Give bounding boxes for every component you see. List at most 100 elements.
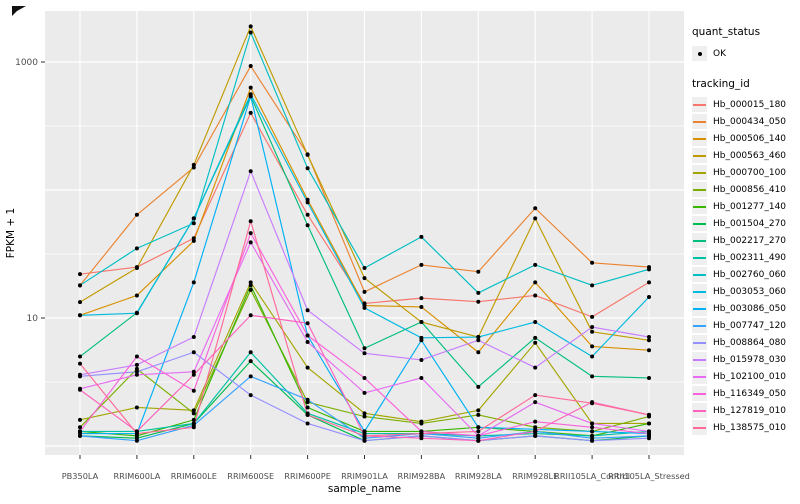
data-point[interactable] — [248, 110, 253, 115]
data-point[interactable] — [191, 425, 196, 430]
data-point[interactable] — [647, 348, 651, 353]
data-point[interactable] — [419, 234, 424, 239]
data-point[interactable] — [248, 169, 253, 174]
data-point[interactable] — [419, 338, 424, 343]
data-point[interactable] — [590, 429, 595, 434]
data-point[interactable] — [419, 296, 424, 301]
legend-item-Hb_001504_270[interactable]: Hb_001504_270 — [692, 215, 798, 232]
data-point[interactable] — [647, 335, 651, 340]
data-point[interactable] — [248, 64, 253, 69]
data-point[interactable] — [191, 216, 196, 221]
data-point[interactable] — [476, 433, 481, 438]
data-point[interactable] — [248, 85, 253, 90]
data-point[interactable] — [419, 357, 424, 362]
data-point[interactable] — [533, 206, 538, 211]
data-point[interactable] — [590, 421, 595, 426]
data-point[interactable] — [248, 287, 253, 292]
data-point[interactable] — [533, 393, 538, 398]
data-point[interactable] — [78, 313, 82, 318]
data-point[interactable] — [533, 429, 538, 434]
data-point[interactable] — [191, 162, 196, 167]
data-point[interactable] — [248, 374, 253, 379]
data-point[interactable] — [362, 289, 367, 294]
data-point[interactable] — [533, 293, 538, 298]
legend-item-Hb_127819_010[interactable]: Hb_127819_010 — [692, 402, 798, 419]
data-point[interactable] — [476, 412, 481, 417]
data-point[interactable] — [134, 372, 139, 377]
data-point[interactable] — [134, 405, 139, 410]
legend-item-Hb_138575_010[interactable]: Hb_138575_010 — [692, 419, 798, 436]
data-point[interactable] — [362, 346, 367, 351]
data-point[interactable] — [191, 408, 196, 413]
data-point[interactable] — [78, 354, 82, 359]
data-point[interactable] — [248, 94, 253, 99]
data-point[interactable] — [134, 311, 139, 316]
data-point[interactable] — [590, 325, 595, 330]
data-point[interactable] — [476, 408, 481, 413]
legend-item-Hb_002760_060[interactable]: Hb_002760_060 — [692, 266, 798, 283]
data-point[interactable] — [305, 339, 310, 344]
data-point[interactable] — [248, 283, 253, 288]
data-point[interactable] — [647, 412, 651, 417]
data-point[interactable] — [305, 412, 310, 417]
legend-item-Hb_002311_490[interactable]: Hb_002311_490 — [692, 249, 798, 266]
data-point[interactable] — [248, 30, 253, 35]
legend-item-Hb_000506_140[interactable]: Hb_000506_140 — [692, 130, 798, 147]
data-point[interactable] — [647, 436, 651, 441]
legend-item-Hb_000563_460[interactable]: Hb_000563_460 — [692, 147, 798, 164]
data-point[interactable] — [419, 421, 424, 426]
data-point[interactable] — [533, 400, 538, 405]
data-point[interactable] — [590, 314, 595, 319]
data-point[interactable] — [248, 393, 253, 398]
data-point[interactable] — [305, 333, 310, 338]
data-point[interactable] — [476, 350, 481, 355]
data-point[interactable] — [533, 335, 538, 340]
legend-item-Hb_003053_060[interactable]: Hb_003053_060 — [692, 283, 798, 300]
data-point[interactable] — [191, 411, 196, 416]
legend-item-Hb_007747_120[interactable]: Hb_007747_120 — [692, 317, 798, 334]
data-point[interactable] — [362, 411, 367, 416]
data-point[interactable] — [533, 320, 538, 325]
data-point[interactable] — [78, 417, 82, 422]
data-point[interactable] — [78, 272, 82, 277]
data-point[interactable] — [419, 431, 424, 436]
data-point[interactable] — [533, 419, 538, 424]
data-point[interactable] — [647, 294, 651, 299]
data-point[interactable] — [590, 283, 595, 288]
data-point[interactable] — [134, 438, 139, 443]
data-point[interactable] — [476, 290, 481, 295]
data-point[interactable] — [191, 221, 196, 226]
data-point[interactable] — [476, 425, 481, 430]
data-point[interactable] — [191, 369, 196, 374]
data-point[interactable] — [419, 436, 424, 441]
data-point[interactable] — [647, 338, 651, 343]
data-point[interactable] — [78, 387, 82, 392]
data-point[interactable] — [191, 350, 196, 355]
data-point[interactable] — [191, 372, 196, 377]
data-point[interactable] — [647, 280, 651, 285]
data-point[interactable] — [419, 375, 424, 380]
data-point[interactable] — [78, 283, 82, 288]
data-point[interactable] — [191, 238, 196, 243]
data-point[interactable] — [134, 293, 139, 298]
data-point[interactable] — [191, 388, 196, 393]
data-point[interactable] — [362, 265, 367, 270]
data-point[interactable] — [248, 359, 253, 364]
data-point[interactable] — [305, 152, 310, 157]
data-point[interactable] — [590, 354, 595, 359]
data-point[interactable] — [476, 335, 481, 340]
data-point[interactable] — [590, 260, 595, 265]
data-point[interactable] — [476, 438, 481, 443]
data-point[interactable] — [134, 212, 139, 217]
data-point[interactable] — [191, 335, 196, 340]
data-point[interactable] — [78, 433, 82, 438]
data-point[interactable] — [305, 421, 310, 426]
data-point[interactable] — [419, 320, 424, 325]
data-point[interactable] — [78, 425, 82, 430]
data-point[interactable] — [362, 351, 367, 356]
data-point[interactable] — [362, 276, 367, 281]
data-point[interactable] — [78, 372, 82, 377]
legend-item-Hb_000700_100[interactable]: Hb_000700_100 — [692, 164, 798, 181]
data-point[interactable] — [248, 24, 253, 29]
data-point[interactable] — [134, 265, 139, 270]
